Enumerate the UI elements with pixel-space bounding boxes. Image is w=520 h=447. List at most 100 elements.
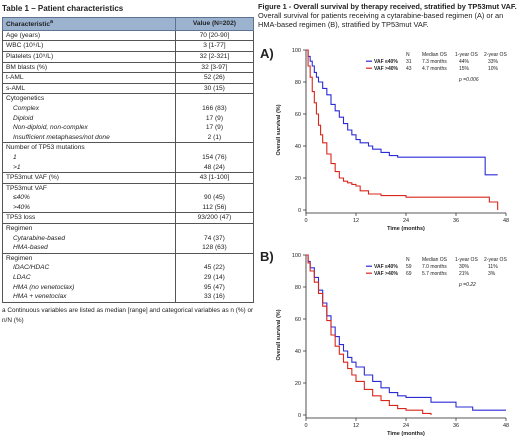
row-value: 33 (16) (174, 292, 255, 303)
row-label: LDAC (2, 273, 176, 283)
row-label: ≤40% (2, 193, 176, 203)
row-label: 1 (2, 152, 176, 163)
table-row: >1 48 (24) (2, 162, 255, 174)
survival-curve-high (306, 254, 432, 415)
x-tick-label: 48 (503, 423, 509, 429)
legend-2yr: 11% (488, 264, 498, 270)
table-row: BM blasts (%) 32 [3-97] (2, 61, 255, 74)
row-label: HMA-based (2, 243, 176, 254)
legend-median: 7.0 months (422, 264, 447, 270)
table-row: Non-diploid, non-complex 17 (9) (2, 123, 255, 133)
header-value: Value (N=202) (174, 17, 255, 31)
y-tick-label: 100 (292, 253, 301, 259)
x-tick-label: 36 (453, 218, 459, 224)
legend-1yr: 21% (459, 271, 470, 277)
table-row: LDAC 29 (14) (2, 273, 255, 283)
table-row: HMA (no venetoclax) 95 (47) (2, 282, 255, 293)
x-tick-label: 36 (453, 423, 459, 429)
row-value: 128 (63) (174, 243, 255, 254)
legend-1yr: 15% (459, 66, 470, 72)
row-label: Cytogenetics (2, 93, 176, 104)
row-value (174, 93, 255, 104)
y-tick-label: 20 (295, 381, 301, 387)
y-tick-label: 80 (295, 285, 301, 291)
legend-n: 31 (406, 59, 412, 65)
row-value: 43 [1-100] (174, 172, 255, 184)
table-row: Number of TP53 mutations (2, 142, 255, 153)
x-tick-label: 12 (353, 423, 359, 429)
table-row: >40% 112 (56) (2, 202, 255, 214)
panel-a: A) 0 20 40 60 80 100 0 12 24 36 48 Time (months) Ove… (258, 42, 520, 242)
row-label: Age (years) (2, 29, 176, 42)
row-label: TP53mut VAF (%) (2, 172, 176, 184)
y-tick-label: 0 (298, 208, 301, 214)
table-title: Table 1 – Patient characteristics (2, 4, 124, 13)
legend-header: 2-year OS (484, 52, 507, 58)
row-label: TP53 loss (2, 212, 176, 225)
row-label: Complex (2, 103, 176, 114)
row-value: 17 (9) (174, 113, 255, 124)
y-tick-label: 80 (295, 80, 301, 86)
km-chart-b: 0 20 40 60 80 100 0 12 24 36 48 Time (months) Overal… (276, 253, 509, 437)
legend-median: 4.7 months (422, 66, 447, 72)
x-tick-label: 48 (503, 218, 509, 224)
figure-caption: Overall survival for patients receiving … (258, 11, 504, 29)
table-row: s-AML 30 (15) (2, 82, 255, 95)
table-row: Age (years) 70 [20-90] (2, 29, 255, 42)
patient-characteristics-table: Characteristica Value (N=202) Age (years… (2, 17, 255, 303)
table-row: Complex 166 (83) (2, 103, 255, 114)
row-value: 166 (83) (174, 103, 255, 114)
legend-header: N (406, 257, 410, 263)
legend-header: N (406, 52, 410, 58)
row-value: 17 (9) (174, 123, 255, 133)
y-axis-label: Overall survival (%) (276, 309, 282, 360)
panel-b-label: B) (260, 249, 274, 264)
x-axis-label: Time (months) (387, 226, 425, 232)
y-tick-label: 40 (295, 349, 301, 355)
x-tick-label: 12 (353, 218, 359, 224)
row-label: Diploid (2, 113, 176, 124)
panel-a-label: A) (260, 46, 274, 61)
table-row: Diploid 17 (9) (2, 113, 255, 124)
legend-median: 5.7 months (422, 271, 447, 277)
legend-name: VAF >40% (374, 271, 398, 277)
legend-n: 69 (406, 271, 412, 277)
row-label: s-AML (2, 82, 176, 95)
y-tick-label: 20 (295, 176, 301, 182)
x-tick-label: 0 (304, 218, 307, 224)
row-value (174, 182, 255, 194)
table-row: Cytogenetics (2, 93, 255, 104)
legend-2yr: 33% (488, 59, 499, 65)
table-row: IDAC/HDAC 45 (22) (2, 263, 255, 274)
row-label: Regimen (2, 252, 176, 264)
legend-1yr: 30% (459, 264, 470, 270)
table-row: WBC (10⁹/L) 3 [1-77] (2, 40, 255, 52)
legend-2yr: 3% (488, 271, 496, 277)
row-label: TP53mut VAF (2, 182, 176, 194)
row-label: WBC (10⁹/L) (2, 40, 176, 52)
row-value: 3 [1-77] (174, 40, 255, 52)
legend-n: 43 (406, 66, 412, 72)
row-value: 45 (22) (174, 263, 255, 274)
table-row: Regimen (2, 223, 255, 234)
survival-curve-low (306, 254, 506, 411)
header-characteristic: Characteristica (2, 17, 176, 31)
survival-curve-high (306, 49, 499, 210)
legend-1yr: 44% (459, 59, 470, 65)
row-label: Insufficient metaphases/not done (2, 132, 176, 144)
row-label: HMA + venetoclax (2, 292, 176, 303)
legend-header: Median OS (422, 52, 448, 58)
legend-header: 1-year OS (455, 257, 478, 263)
row-value (174, 252, 255, 264)
y-axis-label: Overall survival (%) (276, 104, 282, 155)
table-row: Platelets (10⁹/L) 32 [2-321] (2, 50, 255, 63)
legend-2yr: 10% (488, 66, 499, 72)
table-row: TP53 loss 93/200 (47) (2, 212, 255, 225)
legend-header: Median OS (422, 257, 448, 263)
x-tick-label: 0 (304, 423, 307, 429)
legend-median: 7.3 months (422, 59, 447, 65)
table-row: Cytarabine-based 74 (37) (2, 233, 255, 244)
row-label: HMA (no venetoclax) (2, 282, 176, 293)
legend-header: 1-year OS (455, 52, 478, 58)
row-value: 93/200 (47) (174, 212, 255, 225)
